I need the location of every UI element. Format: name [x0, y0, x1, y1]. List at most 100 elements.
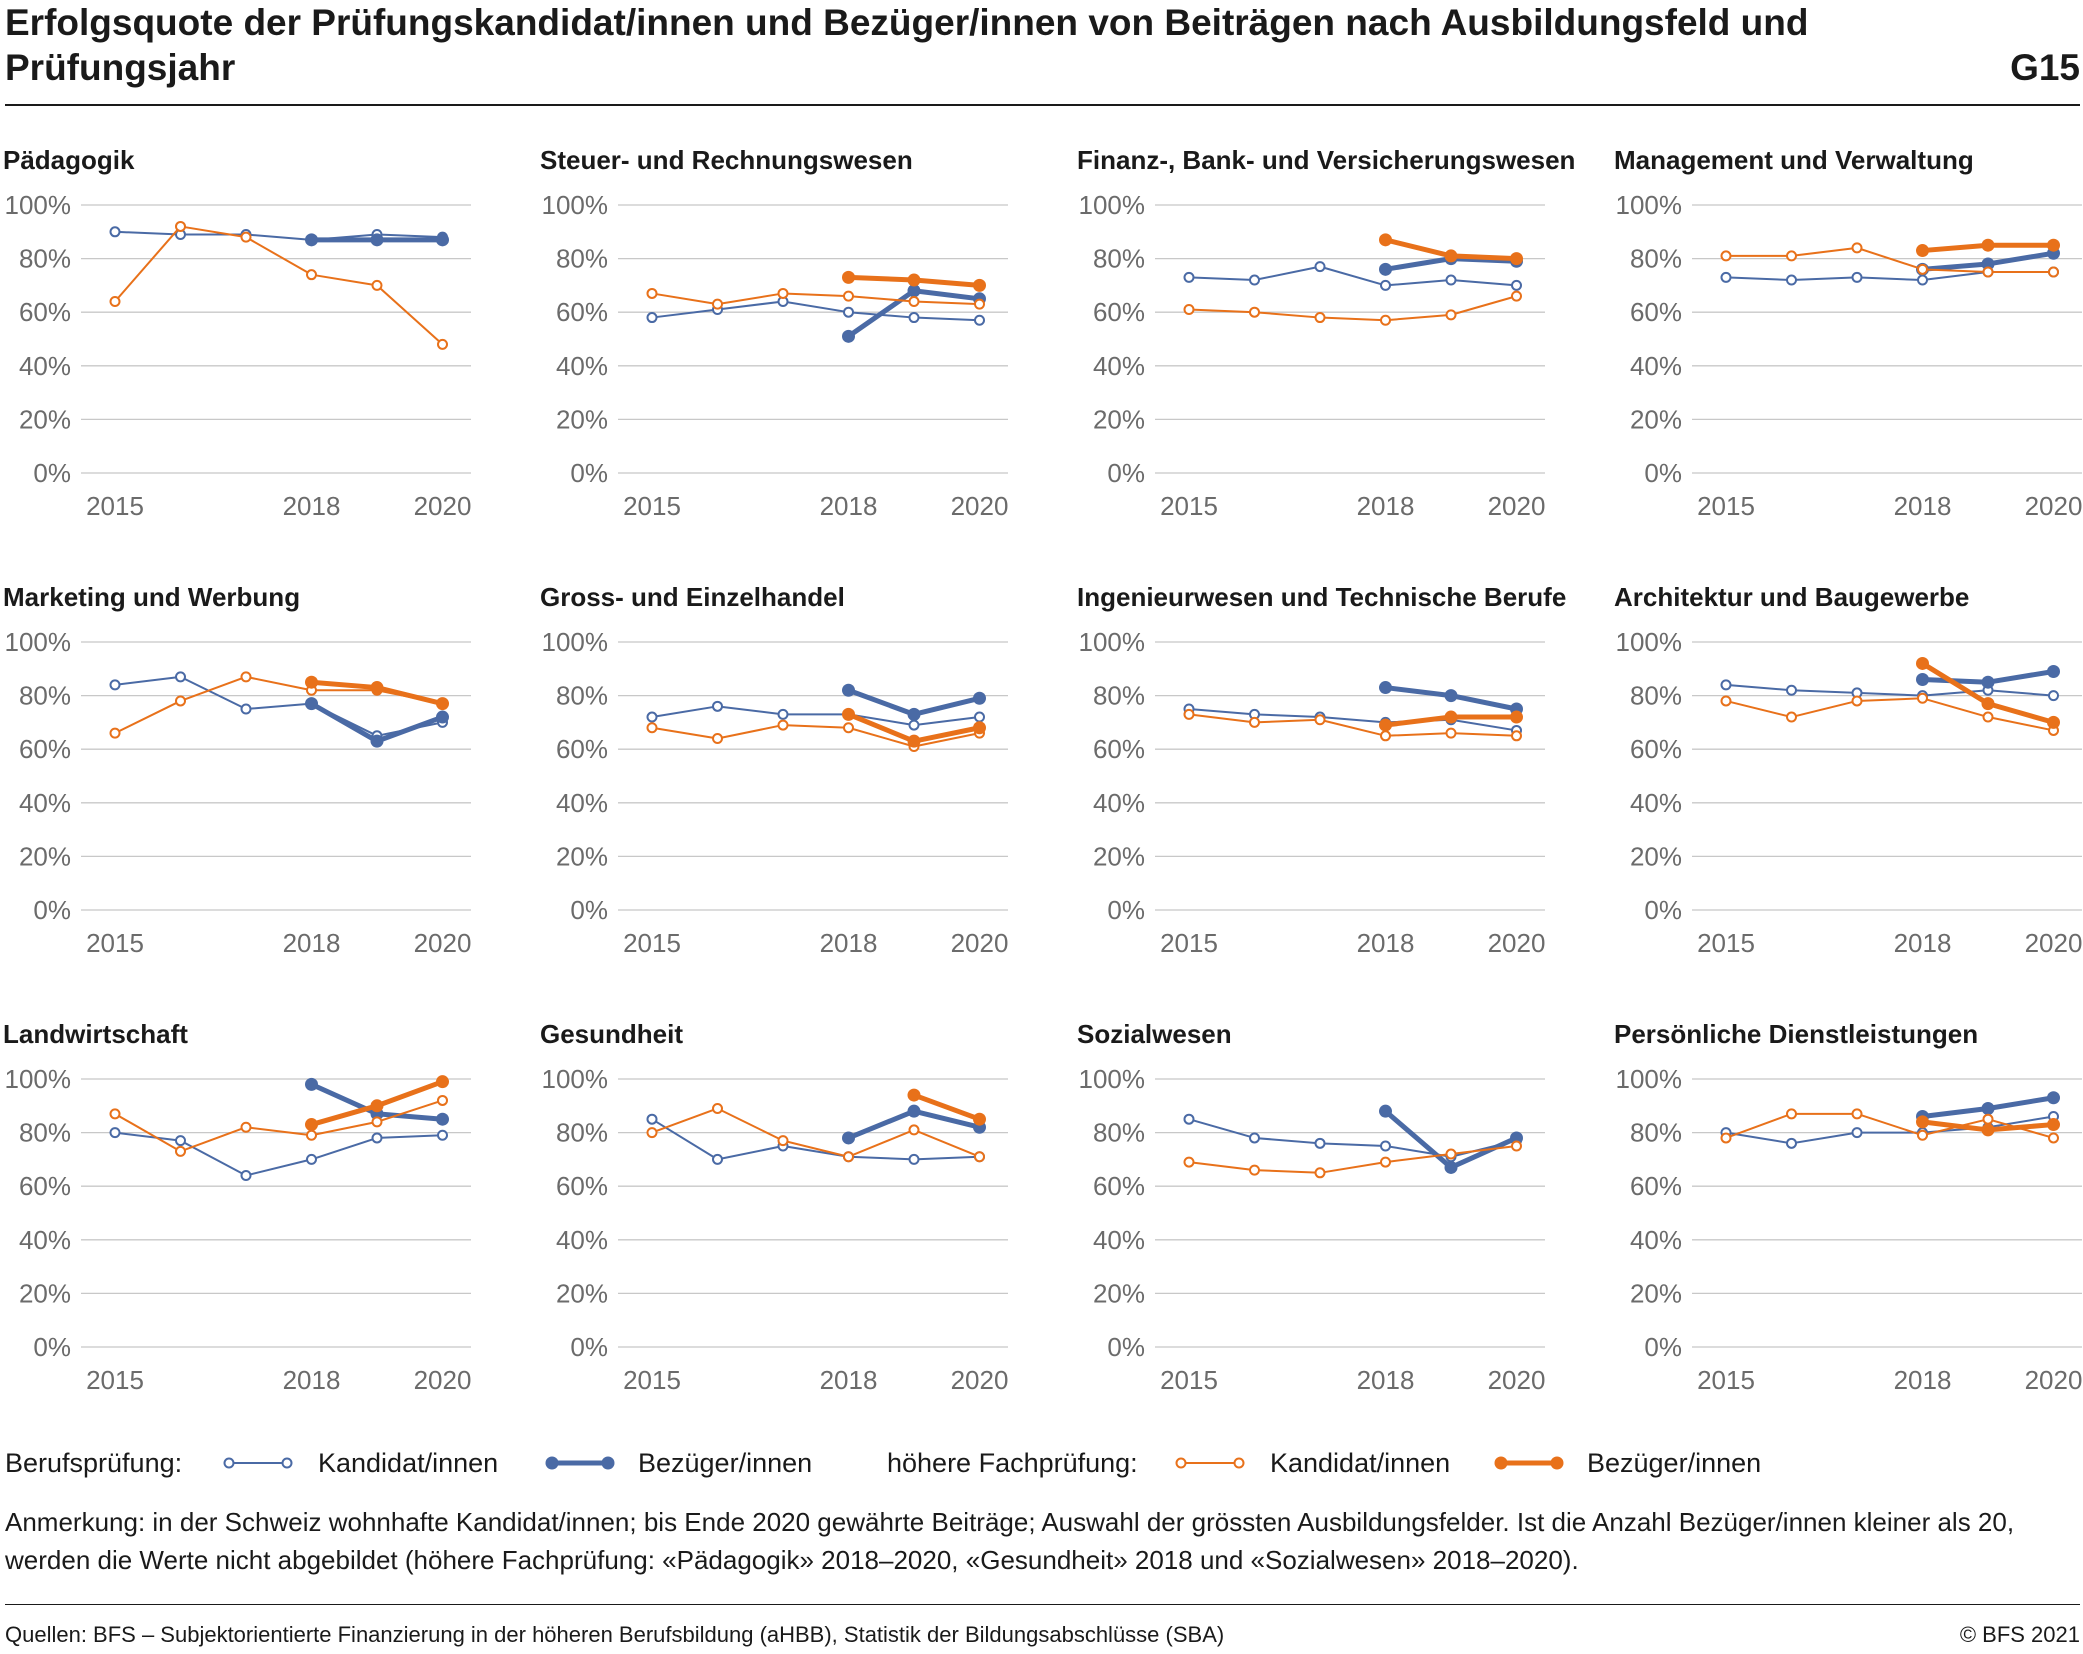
data-point [371, 1132, 383, 1144]
data-point [370, 734, 384, 748]
legend-group-hoehere-fachpruefung: höhere Fachprüfung: [887, 1448, 1138, 1478]
y-tick-label: 60% [556, 1171, 608, 1201]
y-tick-label: 20% [1630, 1278, 1682, 1308]
series-line [114, 225, 444, 346]
data-point [1981, 257, 1995, 271]
data-point [973, 691, 986, 705]
x-tick-label: 2015 [623, 1365, 681, 1395]
data-point [1917, 692, 1928, 704]
x-tick-label: 2015 [623, 928, 681, 958]
data-point [175, 1135, 186, 1147]
x-tick-label: 2020 [414, 1365, 472, 1395]
chart-note: Anmerkung: in der Schweiz wohnhafte Kand… [5, 1507, 2015, 1575]
y-tick-label: 60% [1630, 1171, 1682, 1201]
data-point [305, 1077, 318, 1091]
series-line [1188, 713, 1517, 737]
y-tick-label: 100% [5, 627, 72, 657]
data-point [1183, 1156, 1195, 1168]
data-point [1379, 262, 1392, 276]
y-tick-label: 60% [1093, 734, 1145, 764]
legend-symbol-hfp-kandidat [1175, 1457, 1245, 1469]
chart-title: Erfolgsquote der Prüfungskandidat/innen … [5, 2, 1809, 88]
data-point [1379, 233, 1392, 247]
data-point [1981, 238, 1995, 252]
y-tick-label: 100% [1616, 1064, 1683, 1094]
data-point [1981, 1123, 1995, 1137]
x-tick-label: 2018 [283, 1365, 341, 1395]
panel-title: Finanz-, Bank- und Versicherungswesen [1077, 145, 1575, 175]
y-tick-label: 40% [19, 1225, 71, 1255]
data-point [437, 1129, 448, 1141]
x-tick-label: 2015 [1697, 491, 1755, 521]
data-point [1249, 274, 1260, 286]
x-tick-label: 2015 [86, 1365, 144, 1395]
data-point [1720, 271, 1732, 283]
data-point [1379, 681, 1392, 695]
x-tick-label: 2018 [1357, 491, 1415, 521]
legend-label-bp-kandidat: Kandidat/innen [318, 1448, 499, 1478]
data-point [1380, 279, 1391, 291]
data-point [2047, 715, 2060, 729]
data-point [1445, 727, 1457, 739]
data-point [974, 314, 985, 326]
data-point [175, 220, 186, 232]
data-point [1982, 1113, 1994, 1125]
data-point [1720, 695, 1732, 707]
data-point [1444, 1160, 1458, 1174]
data-point [974, 711, 985, 723]
data-point [646, 1127, 658, 1139]
y-tick-label: 100% [1616, 627, 1683, 657]
data-point [842, 329, 855, 343]
data-point [2048, 690, 2059, 702]
series-line [1188, 708, 1517, 732]
data-point [1981, 675, 1995, 689]
data-point [1444, 710, 1458, 724]
data-point [712, 298, 723, 310]
y-tick-label: 0% [1107, 458, 1145, 488]
data-point [1510, 1131, 1523, 1145]
data-point [1786, 1137, 1797, 1149]
data-point [1786, 684, 1797, 696]
data-point [1380, 1140, 1391, 1152]
y-tick-label: 100% [542, 627, 609, 657]
y-tick-label: 20% [19, 404, 71, 434]
x-tick-label: 2018 [1357, 1365, 1415, 1395]
data-point [436, 1112, 449, 1126]
data-point [1720, 250, 1732, 262]
x-tick-label: 2020 [951, 491, 1009, 521]
data-point [1380, 314, 1391, 326]
y-tick-label: 20% [556, 1278, 608, 1308]
data-point [109, 1108, 121, 1120]
series-line [651, 292, 980, 306]
y-tick-label: 40% [1630, 351, 1682, 381]
x-tick-label: 2018 [820, 491, 878, 521]
y-tick-label: 40% [1630, 788, 1682, 818]
series-line [651, 724, 980, 748]
y-tick-label: 20% [19, 841, 71, 871]
data-point [777, 1135, 789, 1147]
y-tick-label: 80% [19, 244, 71, 274]
series-line [651, 705, 980, 727]
y-tick-label: 80% [556, 681, 608, 711]
series-line [114, 230, 443, 241]
x-tick-label: 2020 [414, 491, 472, 521]
y-tick-label: 40% [556, 351, 608, 381]
series-line [1725, 271, 2054, 282]
data-point [1916, 673, 1929, 687]
data-point [1511, 730, 1522, 742]
data-point [305, 697, 318, 711]
data-point [1510, 710, 1523, 724]
y-tick-label: 40% [19, 788, 71, 818]
data-point [109, 727, 121, 739]
data-point [646, 711, 658, 723]
y-tick-label: 20% [1093, 1278, 1145, 1308]
y-tick-label: 60% [1630, 734, 1682, 764]
series-line [114, 1131, 443, 1177]
y-tick-label: 100% [1079, 627, 1146, 657]
y-tick-label: 20% [556, 404, 608, 434]
x-tick-label: 2018 [1894, 1365, 1952, 1395]
x-tick-label: 2015 [86, 491, 144, 521]
panel-title: Persönliche Dienstleistungen [1614, 1019, 1978, 1049]
small-multiples-charts: Pädagogik 100% 80% 60% 40% 20% 0% 2015 2018 2020 S… [3, 145, 2082, 1395]
y-tick-label: 80% [1093, 244, 1145, 274]
